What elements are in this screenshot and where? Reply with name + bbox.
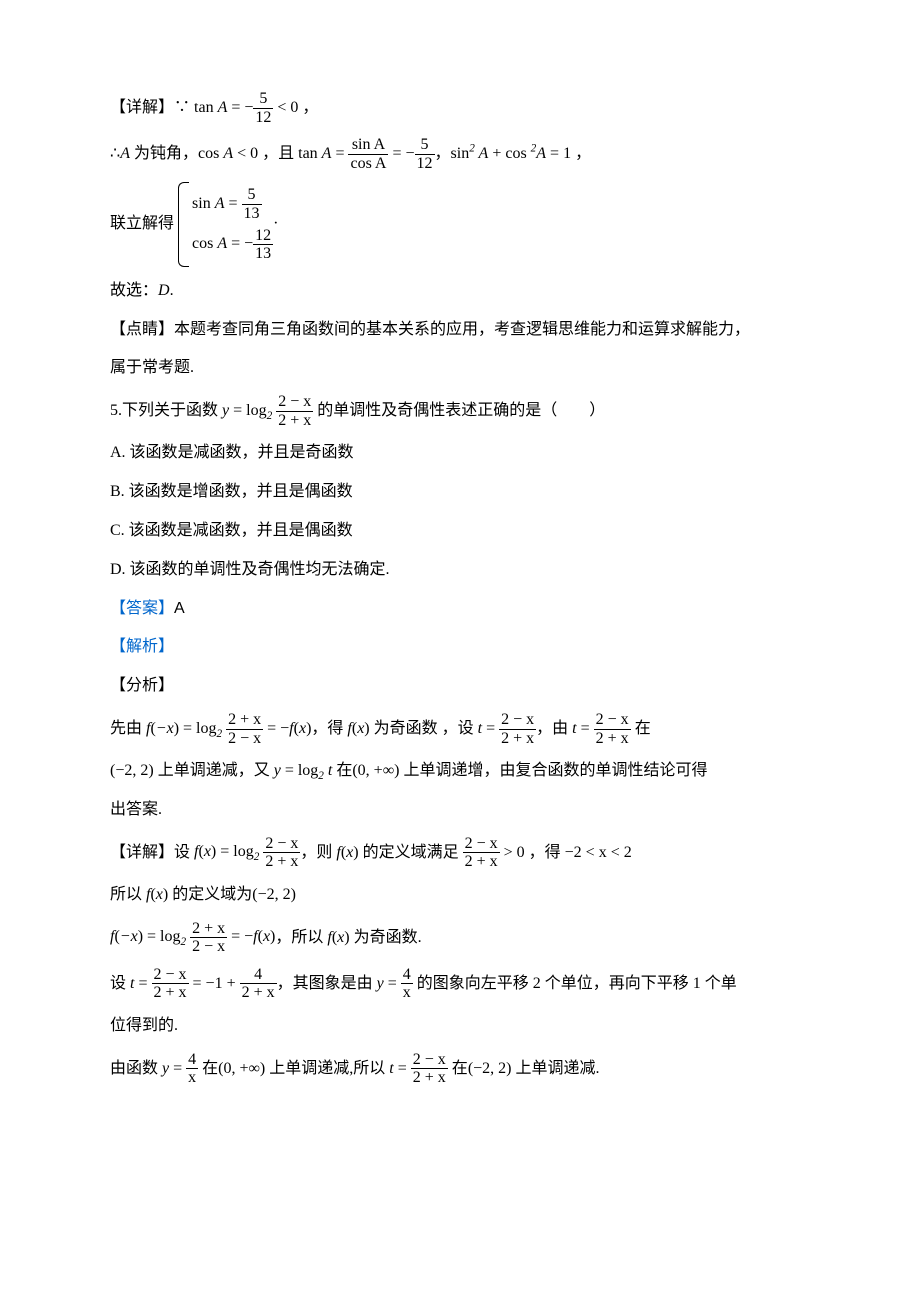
heading-dianjing: 【点睛】 (110, 321, 174, 338)
equation-system: sin A = 513 cos A = −1213 (178, 182, 273, 266)
q5-detail-line4: 设 t = 2 − x2 + x = −1 + 42 + x，其图象是由 y =… (110, 966, 810, 1002)
analysis-line3: 出答案. (110, 796, 810, 825)
q5-optC: C. 该函数是减函数，并且是偶函数 (110, 517, 810, 546)
q5-optB: B. 该函数是增函数，并且是偶函数 (110, 478, 810, 507)
analysis-line1: 先由 f(−x) = log2 2 + x2 − x = −f(x)，得 f(x… (110, 711, 810, 747)
answer-line: 【答案】A (110, 595, 810, 624)
q5-detail-line3: f(−x) = log2 2 + x2 − x = −f(x)，所以 f(x) … (110, 920, 810, 956)
q5-stem: 5.下列关于函数 y = log2 2 − x2 + x 的单调性及奇偶性表述正… (110, 393, 810, 429)
fenxi-label: 【分析】 (110, 672, 810, 701)
q5-detail-line2: 所以 f(x) 的定义域为(−2, 2) (110, 881, 810, 910)
p4-conclusion: 故选：D. (110, 277, 810, 306)
answer-value: A (174, 600, 185, 617)
q5-optA: A. 该函数是减函数，并且是奇函数 (110, 439, 810, 468)
jiexi-label: 【解析】 (110, 633, 810, 662)
answer-label: 【答案】 (110, 600, 174, 617)
heading-detail: 【详解】 (110, 99, 174, 116)
p4-detail-line2: ∴A 为钝角，cos A < 0 ，且 tan A = sin Acos A =… (110, 136, 810, 172)
p4-dianjing: 【点睛】本题考查同角三角函数间的基本关系的应用，考查逻辑思维能力和运算求解能力， (110, 316, 810, 345)
heading-detail-2: 【详解】 (110, 843, 174, 860)
q5-optD: D. 该函数的单调性及奇偶性均无法确定. (110, 556, 810, 585)
q5-detail-line4b: 位得到的. (110, 1012, 810, 1041)
q5-detail-line1: 【详解】设 f(x) = log2 2 − x2 + x，则 f(x) 的定义域… (110, 835, 810, 871)
p4-dianjing-2: 属于常考题. (110, 354, 810, 383)
p4-detail-solve: 联立解得 sin A = 513 cos A = −1213 · (110, 182, 810, 266)
analysis-line2: (−2, 2) 上单调递减，又 y = log2 t 在(0, +∞) 上单调递… (110, 757, 810, 786)
q5-detail-line5: 由函数 y = 4x 在(0, +∞) 上单调递减,所以 t = 2 − x2 … (110, 1051, 810, 1087)
p4-detail-line1: 【详解】∵ tan A = −512 < 0 ， (110, 90, 810, 126)
